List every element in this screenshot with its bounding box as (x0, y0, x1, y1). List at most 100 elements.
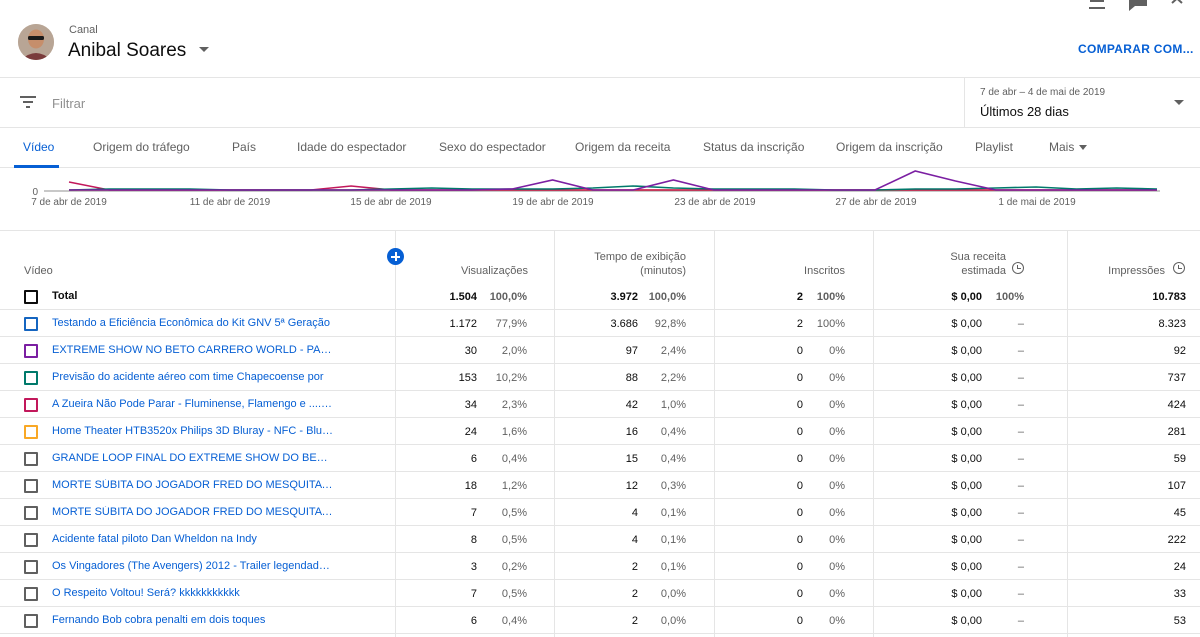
column-header-revenue-2[interactable]: estimada (961, 265, 1006, 277)
row-checkbox[interactable] (24, 344, 38, 358)
cell-rev-pct: – (1017, 561, 1024, 573)
cell-watch-pct: 0,1% (660, 507, 686, 519)
row-checkbox[interactable] (24, 398, 38, 412)
table-row[interactable]: EXTREME SHOW NO BETO CARRERO WORLD - PAR… (0, 337, 1200, 364)
cell-watch-pct: 0,4% (660, 426, 686, 438)
row-checkbox[interactable] (24, 452, 38, 466)
channel-name[interactable]: Anibal Soares (68, 40, 187, 61)
tab-subscription-source[interactable]: Origem da inscrição (836, 140, 943, 154)
cell-rev: $ 0,00 (951, 534, 982, 546)
video-title-link[interactable]: Fernando Bob cobra penalti em dois toque… (52, 614, 266, 626)
cell-subs-pct: 0% (829, 426, 845, 438)
cell-watch-pct: 0,0% (660, 588, 686, 600)
series-line[interactable] (69, 170, 1157, 191)
table-row[interactable]: Os Vingadores (The Avengers) 2012 - Trai… (0, 553, 1200, 580)
video-title-link[interactable]: EXTREME SHOW NO BETO CARRERO WORLD - PAR… (52, 344, 334, 356)
row-checkbox[interactable] (24, 560, 38, 574)
channel-avatar[interactable] (18, 24, 54, 60)
cell-watch-pct: 92,8% (654, 318, 686, 330)
video-title-link[interactable]: A Zueira Não Pode Parar - Fluminense, Fl… (52, 398, 334, 410)
column-header-video[interactable]: Vídeo (24, 265, 53, 277)
cell-subs: 2 (796, 318, 803, 330)
table-row[interactable]: A Zueira Não Pode Parar - Fluminense, Fl… (0, 391, 1200, 418)
tab-playlist[interactable]: Playlist (975, 140, 1014, 154)
cell-subs-pct: 100% (816, 291, 845, 303)
row-checkbox[interactable] (24, 290, 38, 304)
cell-rev-pct: – (1017, 399, 1024, 411)
row-checkbox[interactable] (24, 425, 38, 439)
table-row[interactable]: MORTE SÚBITA DO JOGADOR FRED DO MESQUITA… (0, 499, 1200, 526)
column-header-subscribers[interactable]: Inscritos (804, 265, 845, 277)
tab-country[interactable]: País (232, 140, 257, 154)
feedback-icon[interactable] (1127, 0, 1149, 12)
tab-subscription-status[interactable]: Status da inscrição (703, 140, 805, 154)
cell-watch: 12 (625, 480, 638, 492)
column-header-views[interactable]: Visualizações (460, 265, 528, 277)
table-row[interactable]: O Respeito Voltou! Será? kkkkkkkkkkk 7 0,5… (0, 580, 1200, 607)
close-icon[interactable] (1168, 0, 1190, 12)
cell-impr: 10.783 (1152, 291, 1186, 303)
row-checkbox[interactable] (24, 587, 38, 601)
video-title-link[interactable]: Acidente fatal piloto Dan Wheldon na Ind… (52, 533, 257, 545)
cell-subs: 0 (796, 507, 803, 519)
cell-rev: $ 0,00 (951, 291, 982, 303)
video-title-link[interactable]: MORTE SÚBITA DO JOGADOR FRED DO MESQUITA… (52, 479, 334, 491)
cell-rev-pct: – (1017, 534, 1024, 546)
video-title-link[interactable]: Home Theater HTB3520x Philips 3D Bluray … (52, 425, 334, 437)
tab-video[interactable]: Vídeo (23, 140, 55, 154)
table-row[interactable]: MORTE SÚBITA DO JOGADOR FRED DO MESQUITA… (0, 472, 1200, 499)
table-row[interactable]: Previsão do acidente aéreo com time Chap… (0, 364, 1200, 391)
tab-traffic-source[interactable]: Origem do tráfego (93, 140, 190, 154)
row-checkbox[interactable] (24, 614, 38, 628)
channel-dropdown-icon[interactable] (199, 47, 209, 52)
table-row[interactable]: GRANDE LOOP FINAL DO EXTREME SHOW DO BET… (0, 445, 1200, 472)
add-column-icon[interactable] (387, 248, 404, 265)
cell-rev-pct: – (1017, 453, 1024, 465)
cell-subs: 0 (796, 372, 803, 384)
row-checkbox[interactable] (24, 317, 38, 331)
cell-views-pct: 1,6% (501, 426, 527, 438)
tab-revenue-source[interactable]: Origem da receita (575, 140, 671, 154)
cell-watch: 15 (625, 453, 638, 465)
table-row[interactable]: Acidente fatal piloto Dan Wheldon na Ind… (0, 526, 1200, 553)
filter-input[interactable] (52, 93, 932, 113)
video-title-link[interactable]: Os Vingadores (The Avengers) 2012 - Trai… (52, 560, 334, 572)
cell-watch-pct: 0,1% (660, 534, 686, 546)
filter-icon[interactable] (20, 96, 36, 108)
row-checkbox[interactable] (24, 371, 38, 385)
video-title-link[interactable]: Testando a Eficiência Econômica do Kit G… (52, 317, 330, 329)
table-row[interactable]: Testando a Eficiência Econômica do Kit G… (0, 310, 1200, 337)
tab-more[interactable]: Mais (1049, 140, 1075, 154)
cell-rev: $ 0,00 (951, 507, 982, 519)
row-checkbox[interactable] (24, 506, 38, 520)
video-title-link[interactable]: O Respeito Voltou! Será? kkkkkkkkkkk (52, 587, 240, 599)
date-range-selector[interactable]: 7 de abr – 4 de mai de 2019 Últimos 28 d… (964, 78, 1200, 128)
cell-impr: 24 (1173, 561, 1186, 573)
x-tick-label: 1 de mai de 2019 (998, 197, 1076, 208)
cell-views-pct: 0,5% (501, 534, 527, 546)
column-divider (714, 231, 715, 637)
cell-subs-pct: 100% (816, 318, 845, 330)
tab-viewer-gender[interactable]: Sexo do espectador (439, 140, 546, 154)
table-row[interactable]: Home Theater HTB3520x Philips 3D Bluray … (0, 418, 1200, 445)
video-title-link[interactable]: MORTE SÚBITA DO JOGADOR FRED DO MESQUITA… (52, 506, 334, 518)
download-icon[interactable] (1086, 0, 1108, 12)
data-table: Vídeo Visualizações Tempo de exibição (m… (0, 230, 1200, 637)
cell-impr: 281 (1167, 426, 1186, 438)
column-header-watch-time-unit[interactable]: (minutos) (640, 265, 686, 277)
column-header-revenue[interactable]: Sua receita (950, 251, 1006, 263)
table-row[interactable]: Fernando Bob cobra penalti em dois toque… (0, 607, 1200, 634)
tab-viewer-age[interactable]: Idade do espectador (297, 140, 407, 154)
cell-watch-pct: 100,0% (648, 291, 686, 303)
column-header-watch-time[interactable]: Tempo de exibição (594, 251, 686, 263)
video-title-link[interactable]: Previsão do acidente aéreo com time Chap… (52, 371, 324, 383)
cell-rev-pct: – (1017, 345, 1024, 357)
cell-rev: $ 0,00 (951, 399, 982, 411)
column-header-impressions[interactable]: Impressões (1108, 265, 1165, 277)
compare-button[interactable]: COMPARAR COM... (1078, 42, 1194, 56)
cell-views: 30 (464, 345, 477, 357)
table-row-total[interactable]: Total 1.504 100,0% 3.972 100,0% 2 100% $ 0,00 10… (0, 283, 1200, 310)
video-title-link[interactable]: GRANDE LOOP FINAL DO EXTREME SHOW DO BET… (52, 452, 334, 464)
row-checkbox[interactable] (24, 479, 38, 493)
row-checkbox[interactable] (24, 533, 38, 547)
